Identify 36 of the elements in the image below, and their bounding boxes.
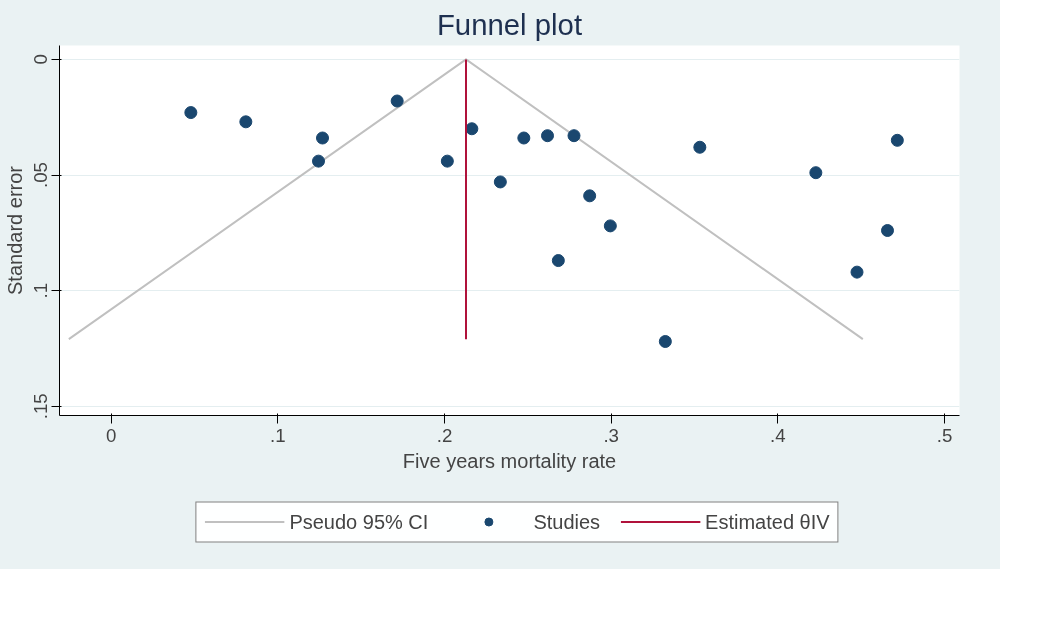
point [312, 154, 325, 168]
y-tick-label: .1 [29, 282, 51, 299]
point [850, 265, 864, 279]
x-tick-label: 0 [105, 424, 117, 446]
y-tick-label: 0 [29, 54, 51, 65]
point [390, 94, 404, 108]
y-tick-label: .15 [29, 393, 51, 420]
point [551, 254, 565, 268]
point [541, 129, 554, 143]
point [881, 224, 894, 237]
x-tick-label: .3 [603, 424, 619, 446]
x-tick-label: .2 [436, 424, 453, 446]
point [493, 175, 507, 189]
legend-label: Studies [533, 510, 601, 533]
legend-label: Pseudo 95% CI [289, 510, 429, 533]
point [693, 140, 707, 154]
point [184, 106, 198, 120]
x-tick-label: .1 [270, 424, 286, 446]
y-tick-label: .05 [29, 162, 51, 188]
x-axis-title: Five years mortality rate [402, 449, 617, 472]
x-tick-label: .5 [936, 424, 953, 446]
point [567, 129, 581, 143]
point [517, 131, 531, 145]
chart-title: Funnel plot [436, 7, 583, 41]
x-tick-label: .4 [770, 424, 786, 446]
point [603, 219, 617, 233]
point [316, 131, 329, 145]
legend-label: Estimated θIV [705, 510, 830, 533]
point [890, 133, 904, 147]
point [465, 122, 479, 136]
point [809, 166, 823, 180]
point [583, 189, 597, 203]
point [440, 154, 454, 168]
point [658, 335, 672, 348]
y-axis-title: Standard error [3, 165, 26, 295]
point [239, 115, 253, 129]
